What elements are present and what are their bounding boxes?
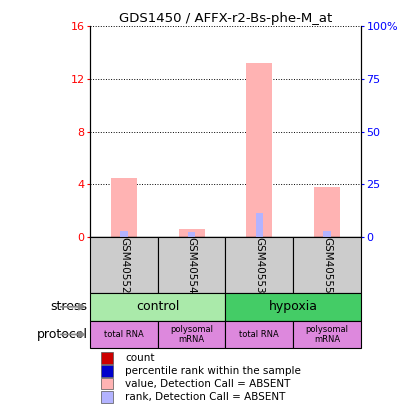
Text: hypoxia: hypoxia bbox=[268, 300, 317, 313]
Title: GDS1450 / AFFX-r2-Bs-phe-M_at: GDS1450 / AFFX-r2-Bs-phe-M_at bbox=[119, 12, 331, 25]
Bar bbox=[178, 229, 204, 237]
Bar bbox=[120, 231, 127, 237]
Text: value, Detection Call = ABSENT: value, Detection Call = ABSENT bbox=[125, 379, 290, 388]
Bar bbox=[313, 187, 339, 237]
Bar bbox=[225, 321, 292, 348]
Text: percentile rank within the sample: percentile rank within the sample bbox=[125, 366, 301, 376]
Text: count: count bbox=[125, 353, 155, 363]
Text: stress: stress bbox=[50, 300, 87, 313]
Text: GSM40552: GSM40552 bbox=[119, 237, 129, 293]
Text: total RNA: total RNA bbox=[239, 330, 279, 339]
Bar bbox=[90, 293, 225, 321]
Bar bbox=[246, 63, 272, 237]
Bar bbox=[255, 213, 262, 237]
Bar bbox=[101, 352, 113, 364]
Bar bbox=[90, 237, 157, 293]
Text: polysomal
mRNA: polysomal mRNA bbox=[305, 325, 348, 344]
Bar bbox=[292, 321, 360, 348]
Bar bbox=[292, 237, 360, 293]
Bar bbox=[188, 232, 195, 237]
Text: polysomal
mRNA: polysomal mRNA bbox=[170, 325, 213, 344]
Text: control: control bbox=[136, 300, 179, 313]
Bar bbox=[101, 391, 113, 403]
Text: GSM40553: GSM40553 bbox=[254, 237, 264, 293]
Bar bbox=[323, 231, 330, 237]
Text: GSM40555: GSM40555 bbox=[321, 237, 331, 293]
Bar bbox=[111, 178, 137, 237]
Text: protocol: protocol bbox=[36, 328, 87, 341]
Text: total RNA: total RNA bbox=[104, 330, 144, 339]
Bar bbox=[157, 321, 225, 348]
Bar bbox=[225, 237, 292, 293]
Text: GSM40554: GSM40554 bbox=[186, 237, 196, 293]
Text: rank, Detection Call = ABSENT: rank, Detection Call = ABSENT bbox=[125, 392, 285, 402]
Bar bbox=[101, 365, 113, 377]
Bar bbox=[225, 293, 360, 321]
Bar bbox=[157, 237, 225, 293]
Bar bbox=[90, 321, 157, 348]
Bar bbox=[101, 378, 113, 389]
